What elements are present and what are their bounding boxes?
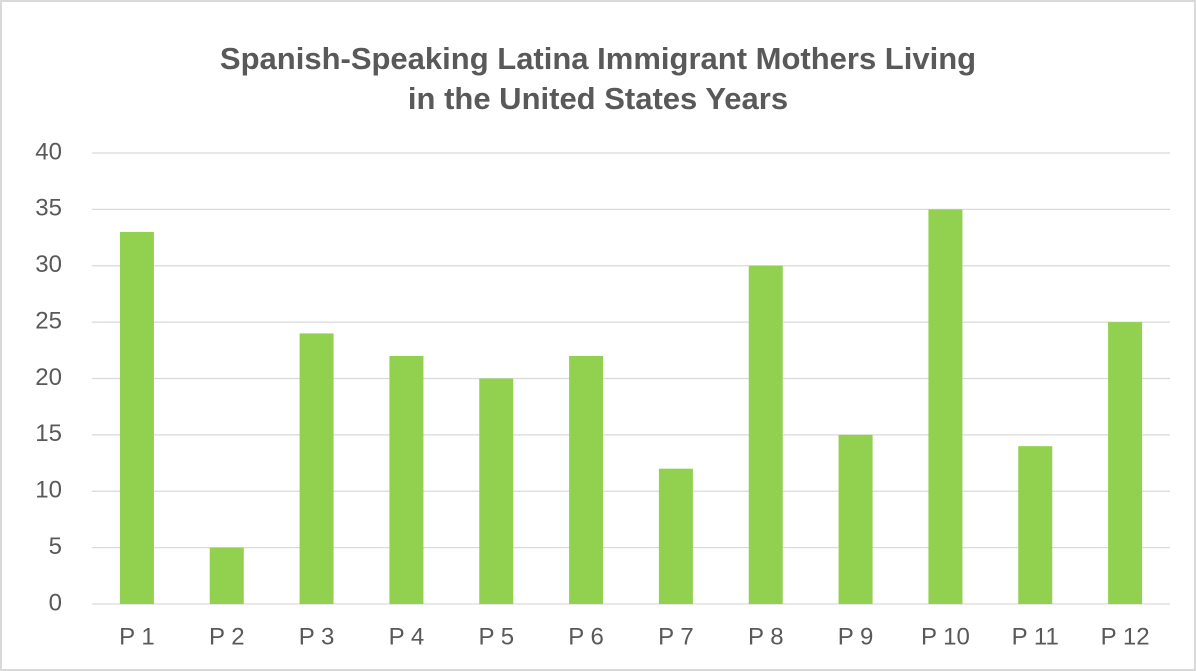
x-tick-label: P 7 xyxy=(658,623,694,650)
x-tick-label: P 1 xyxy=(119,623,155,650)
bar xyxy=(209,547,244,604)
x-tick-label: P 4 xyxy=(389,623,425,650)
y-tick-label: 15 xyxy=(35,420,62,447)
y-tick-label: 25 xyxy=(35,307,62,334)
x-tick-label: P 10 xyxy=(921,623,970,650)
bar xyxy=(928,209,963,604)
y-tick-label: 35 xyxy=(35,195,62,222)
bar xyxy=(119,231,154,605)
y-tick-label: 30 xyxy=(35,251,62,278)
y-tick-label: 0 xyxy=(49,589,62,616)
y-tick-label: 40 xyxy=(35,138,62,165)
x-tick-label: P 3 xyxy=(299,623,335,650)
x-tick-label: P 2 xyxy=(209,623,245,650)
x-tick-label: P 6 xyxy=(568,623,604,650)
y-tick-label: 20 xyxy=(35,364,62,391)
bar xyxy=(1018,446,1053,604)
chart-title: in the United States Years xyxy=(408,81,788,116)
bar xyxy=(299,333,334,604)
bar xyxy=(569,355,604,604)
x-tick-label: P 11 xyxy=(1012,623,1059,650)
bar xyxy=(658,468,693,604)
bar xyxy=(479,378,514,604)
x-tick-label: P 12 xyxy=(1101,623,1150,650)
x-tick-label: P 5 xyxy=(478,623,514,650)
bar xyxy=(1108,322,1143,604)
x-tick-label: P 9 xyxy=(838,623,874,650)
y-tick-label: 10 xyxy=(35,477,62,504)
bar xyxy=(389,355,424,604)
chart-title: Spanish-Speaking Latina Immigrant Mother… xyxy=(220,41,976,76)
bar xyxy=(838,434,873,604)
y-tick-label: 5 xyxy=(49,533,62,560)
bar xyxy=(748,265,783,604)
x-tick-label: P 8 xyxy=(748,623,784,650)
